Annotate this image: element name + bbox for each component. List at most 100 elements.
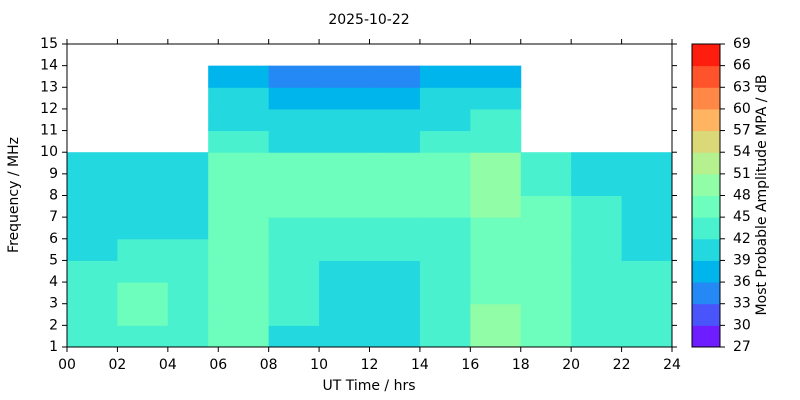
heatmap-cell	[208, 130, 270, 153]
heatmap-cell	[319, 303, 370, 326]
colorbar-tick-label: 54	[733, 144, 751, 160]
heatmap-cell	[571, 282, 623, 305]
colorbar-tick-label: 48	[733, 188, 751, 204]
y-tick-label: 1	[49, 339, 58, 355]
heatmap-cell	[268, 217, 320, 240]
x-tick-label: 06	[209, 357, 227, 373]
colorbar-tick-label: 36	[733, 274, 751, 290]
heatmap-cell	[268, 325, 320, 348]
heatmap-cell	[208, 282, 270, 305]
colorbar-segment	[692, 217, 720, 240]
x-tick-label: 18	[512, 357, 530, 373]
colorbar-tick-label: 60	[733, 101, 751, 117]
heatmap-cell	[621, 152, 673, 175]
heatmap-cell	[167, 195, 209, 218]
heatmap-cell	[319, 195, 370, 218]
y-tick-label: 6	[49, 231, 58, 247]
heatmap-cell	[369, 195, 421, 218]
y-tick-label: 12	[40, 101, 58, 117]
heatmap-cell	[520, 303, 572, 326]
heatmap-cell	[621, 195, 673, 218]
x-tick-label: 20	[562, 357, 580, 373]
heatmap-cell	[470, 325, 522, 348]
heatmap-cell	[208, 108, 270, 132]
heatmap-cell	[117, 238, 169, 261]
heatmap-cell	[67, 238, 118, 261]
heatmap-cell	[117, 152, 169, 175]
x-tick-label: 04	[159, 357, 177, 373]
heatmap-cell	[319, 282, 370, 305]
heatmap-cell	[369, 238, 421, 261]
heatmap-cell	[470, 152, 522, 175]
heatmap-cell	[571, 260, 623, 283]
x-tick-label: 14	[411, 357, 429, 373]
colorbar-tick-label: 63	[733, 79, 751, 95]
heatmap-cell	[319, 217, 370, 240]
heatmap-cell	[208, 303, 270, 326]
heatmap-cell	[67, 325, 118, 348]
colorbar-segment	[692, 173, 720, 196]
y-tick-label: 11	[40, 123, 58, 139]
heatmap-cell	[369, 303, 421, 326]
heatmap-cell	[268, 65, 320, 88]
y-axis-label: Frequency / MHz	[6, 137, 22, 253]
heatmap-cell	[621, 260, 673, 283]
heatmap-cell	[470, 260, 522, 283]
heatmap-cell	[571, 325, 623, 348]
heatmap-cell	[208, 195, 270, 218]
heatmap-cell	[319, 65, 370, 88]
heatmap-cell	[167, 260, 209, 283]
heatmap-cell	[319, 87, 370, 110]
heatmap-cell	[369, 65, 421, 88]
colorbar-tick-label: 30	[733, 317, 751, 333]
colorbar-tick-label: 33	[733, 296, 751, 312]
heatmap-cell	[208, 65, 270, 88]
heatmap-cell	[67, 152, 118, 175]
heatmap-cell	[268, 130, 320, 153]
heatmap-cell	[470, 173, 522, 196]
y-tick-label: 15	[40, 36, 58, 52]
y-tick-label: 14	[40, 58, 58, 74]
heatmap-cell	[419, 325, 471, 348]
heatmap-cell	[268, 238, 320, 261]
heatmap-cell	[208, 152, 270, 175]
y-tick-label: 7	[49, 209, 58, 225]
y-tick-label: 13	[40, 79, 58, 95]
colorbar-label: Most Probable Amplitude MPA / dB	[754, 75, 770, 316]
heatmap-cell	[621, 217, 673, 240]
heatmap-cell	[167, 303, 209, 326]
heatmap-cell	[571, 303, 623, 326]
x-tick-label: 24	[663, 357, 681, 373]
heatmap-cell	[67, 173, 118, 196]
heatmap-cell	[520, 238, 572, 261]
heatmap-cell	[419, 152, 471, 175]
heatmap-cell	[167, 325, 209, 348]
heatmap-cell	[67, 303, 118, 326]
colorbar-tick-label: 66	[733, 58, 751, 74]
heatmap-cell	[621, 238, 673, 261]
heatmap-cell	[268, 282, 320, 305]
heatmap-cell	[571, 173, 623, 196]
colorbar-segment	[692, 65, 720, 88]
x-tick-label: 02	[109, 357, 127, 373]
heatmap-cell	[117, 173, 169, 196]
colorbar-tick-label: 69	[733, 36, 751, 52]
colorbar-tick-label: 27	[733, 339, 751, 355]
colorbar-segment	[692, 260, 720, 283]
heatmap-cell	[419, 108, 471, 132]
heatmap-cell	[268, 303, 320, 326]
heatmap-cell	[571, 195, 623, 218]
heatmap-cell	[419, 238, 471, 261]
heatmap-cell	[520, 152, 572, 175]
heatmap-cell	[470, 130, 522, 153]
heatmap-cell	[621, 173, 673, 196]
x-tick-label: 22	[613, 357, 631, 373]
x-tick-label: 10	[310, 357, 328, 373]
heatmap-cell	[369, 152, 421, 175]
heatmap-cell	[319, 260, 370, 283]
colorbar-segment	[692, 282, 720, 305]
heatmap-cell	[470, 303, 522, 326]
heatmap-cell	[117, 260, 169, 283]
heatmap-cell	[369, 173, 421, 196]
heatmap-cell	[117, 303, 169, 326]
